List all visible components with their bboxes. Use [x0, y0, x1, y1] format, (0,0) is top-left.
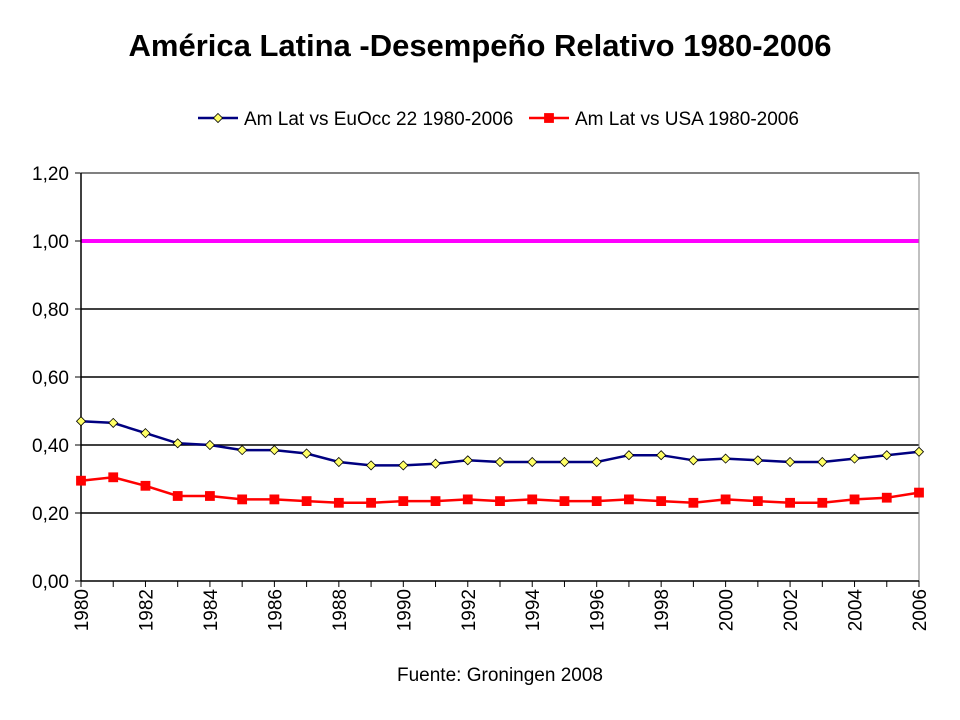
- data-point: [430, 496, 441, 507]
- data-point: [720, 453, 731, 464]
- data-point: [591, 496, 602, 507]
- y-tick-label: 1,20: [32, 164, 69, 185]
- x-tick-label: 2000: [717, 589, 738, 631]
- x-tick-label: 1994: [523, 589, 544, 632]
- data-point: [205, 491, 215, 501]
- data-point: [430, 458, 441, 469]
- data-point: [140, 428, 151, 439]
- x-tick-label: 1982: [136, 589, 157, 631]
- data-point: [76, 475, 86, 486]
- x-tick-label: 1988: [330, 589, 351, 631]
- data-point: [301, 448, 312, 459]
- data-point: [398, 460, 409, 471]
- data-point: [462, 494, 473, 505]
- x-tick-label: 1980: [72, 589, 93, 631]
- x-tick-label: 1992: [459, 589, 480, 631]
- data-point: [544, 113, 554, 123]
- data-point: [333, 497, 344, 508]
- legend-label: Am Lat vs EuOcc 22 1980-2006: [244, 109, 513, 130]
- legend-item: Am Lat vs EuOcc 22 1980-2006: [198, 109, 513, 130]
- legend: Am Lat vs EuOcc 22 1980-2006 Am Lat vs US…: [198, 109, 799, 130]
- data-point: [656, 450, 667, 461]
- x-tick-label: 2004: [846, 589, 867, 632]
- data-point: [527, 456, 538, 468]
- y-tick-label: 0,20: [32, 504, 69, 525]
- data-point: [204, 439, 215, 451]
- data-point: [333, 456, 344, 468]
- data-point: [559, 456, 570, 468]
- x-tick-label: 1984: [201, 589, 222, 632]
- x-tick-label: 1990: [394, 589, 415, 631]
- data-point: [656, 496, 667, 507]
- data-point: [881, 450, 892, 461]
- y-tick-label: 0,80: [32, 300, 69, 321]
- data-point: [688, 455, 699, 466]
- data-point: [140, 480, 151, 491]
- data-point: [172, 438, 183, 449]
- data-point: [75, 416, 87, 427]
- data-point: [366, 497, 376, 508]
- data-point: [462, 455, 473, 466]
- data-point: [301, 496, 312, 507]
- x-tick-label: 2002: [781, 589, 802, 631]
- y-tick-label: 1,00: [32, 232, 69, 253]
- x-tick-label: 1986: [265, 589, 286, 631]
- data-point: [624, 494, 634, 505]
- data-point: [172, 491, 183, 501]
- chart-title: América Latina -Desempeño Relativo 1980-…: [128, 28, 832, 63]
- data-point: [849, 494, 860, 505]
- y-tick-label: 0,40: [32, 436, 69, 457]
- x-axis-label: Fuente: Groningen 2008: [397, 665, 603, 686]
- data-point: [913, 446, 925, 457]
- data-point: [366, 460, 377, 471]
- data-point: [881, 492, 892, 503]
- x-tick-label: 2006: [910, 589, 931, 631]
- data-point: [849, 453, 860, 464]
- data-point: [398, 496, 409, 507]
- series-layer: [75, 416, 925, 508]
- data-point: [817, 497, 828, 508]
- y-tick-label: 0,60: [32, 368, 69, 389]
- data-point: [785, 456, 796, 468]
- data-point: [494, 456, 506, 468]
- data-point: [212, 112, 224, 124]
- data-point: [720, 494, 731, 505]
- data-point: [752, 496, 763, 507]
- data-point: [785, 497, 795, 508]
- legend-item: Am Lat vs USA 1980-2006: [529, 109, 799, 130]
- tick-labels: 0,00 0,20 0,40 0,60 0,80 1,00 1,20 1980 1982 1984…: [32, 164, 931, 631]
- data-point: [237, 445, 248, 456]
- data-point: [914, 487, 924, 498]
- data-point: [559, 496, 570, 507]
- data-point: [237, 494, 248, 505]
- data-point: [817, 456, 828, 468]
- data-point: [108, 417, 119, 428]
- data-point: [527, 494, 538, 505]
- x-tick-label: 1996: [588, 589, 609, 631]
- data-point: [108, 472, 119, 483]
- data-point: [269, 494, 280, 505]
- data-point: [591, 456, 602, 468]
- data-point: [752, 455, 763, 466]
- data-point: [623, 450, 634, 461]
- series-1: [75, 416, 925, 471]
- series-2: [76, 472, 924, 508]
- data-point: [688, 497, 699, 508]
- legend-label: Am Lat vs USA 1980-2006: [575, 109, 799, 130]
- axes: [75, 172, 920, 587]
- y-tick-label: 0,00: [32, 572, 69, 593]
- data-point: [495, 496, 505, 507]
- x-tick-label: 1998: [652, 589, 673, 631]
- data-point: [269, 445, 280, 456]
